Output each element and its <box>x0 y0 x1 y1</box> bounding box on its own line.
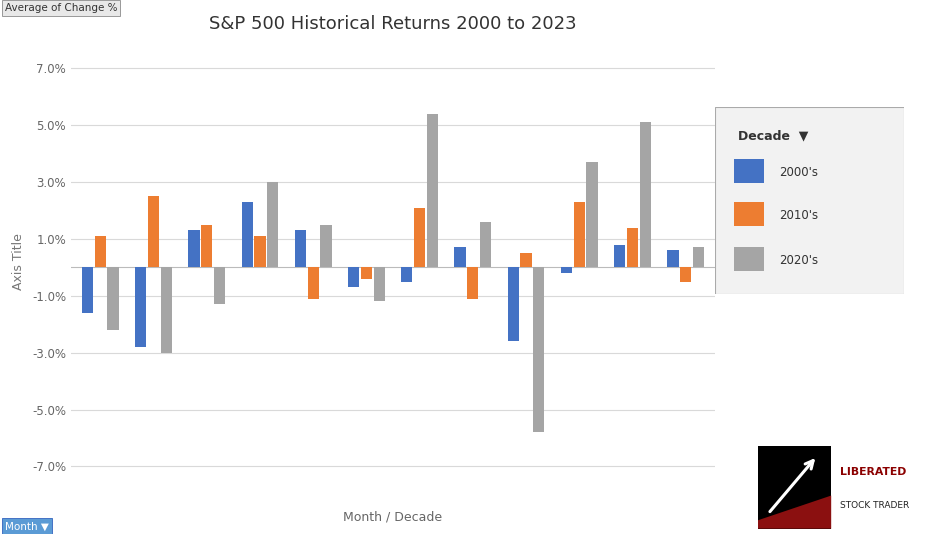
Bar <box>758 446 831 529</box>
Text: Month / Decade: Month / Decade <box>344 511 442 523</box>
Bar <box>267 182 278 268</box>
Bar <box>455 247 466 268</box>
Text: 2020's: 2020's <box>779 254 818 266</box>
Text: Decade  ▼: Decade ▼ <box>738 129 808 142</box>
Bar <box>241 202 253 268</box>
Bar <box>320 225 331 268</box>
Bar <box>734 247 764 271</box>
Bar <box>81 268 93 313</box>
Bar <box>734 159 764 183</box>
Text: Month ▼: Month ▼ <box>5 521 48 531</box>
Bar <box>295 230 306 268</box>
Bar <box>214 268 225 304</box>
Polygon shape <box>758 496 831 529</box>
Bar <box>639 122 651 268</box>
Bar <box>135 268 147 347</box>
Bar <box>574 202 585 268</box>
Bar <box>614 245 625 268</box>
Bar <box>533 268 545 432</box>
Bar <box>107 268 118 330</box>
Bar <box>521 253 531 268</box>
Bar <box>480 222 491 268</box>
Bar <box>627 227 638 268</box>
Bar <box>348 268 359 287</box>
Bar <box>427 114 438 268</box>
Bar <box>148 197 159 268</box>
Text: Average of Change %: Average of Change % <box>5 3 117 13</box>
Bar <box>680 268 691 281</box>
Bar <box>402 268 413 281</box>
Bar <box>414 208 425 268</box>
Bar <box>161 268 172 352</box>
Bar <box>95 236 106 268</box>
Bar <box>561 268 572 273</box>
Text: STOCK TRADER: STOCK TRADER <box>840 501 909 510</box>
Title: S&P 500 Historical Returns 2000 to 2023: S&P 500 Historical Returns 2000 to 2023 <box>209 15 577 33</box>
Bar <box>734 202 764 226</box>
Bar <box>586 162 598 268</box>
Bar <box>308 268 319 299</box>
Text: LIBERATED: LIBERATED <box>840 467 906 477</box>
Text: 2010's: 2010's <box>779 209 818 222</box>
Bar <box>188 230 200 268</box>
Bar <box>508 268 519 341</box>
Bar <box>255 236 265 268</box>
Bar <box>693 247 705 268</box>
Bar <box>668 250 679 268</box>
Bar <box>373 268 384 302</box>
Bar <box>201 225 212 268</box>
Text: 2000's: 2000's <box>779 166 818 179</box>
Bar <box>361 268 372 279</box>
Bar <box>467 268 478 299</box>
Y-axis label: Axis Title: Axis Title <box>12 233 25 290</box>
